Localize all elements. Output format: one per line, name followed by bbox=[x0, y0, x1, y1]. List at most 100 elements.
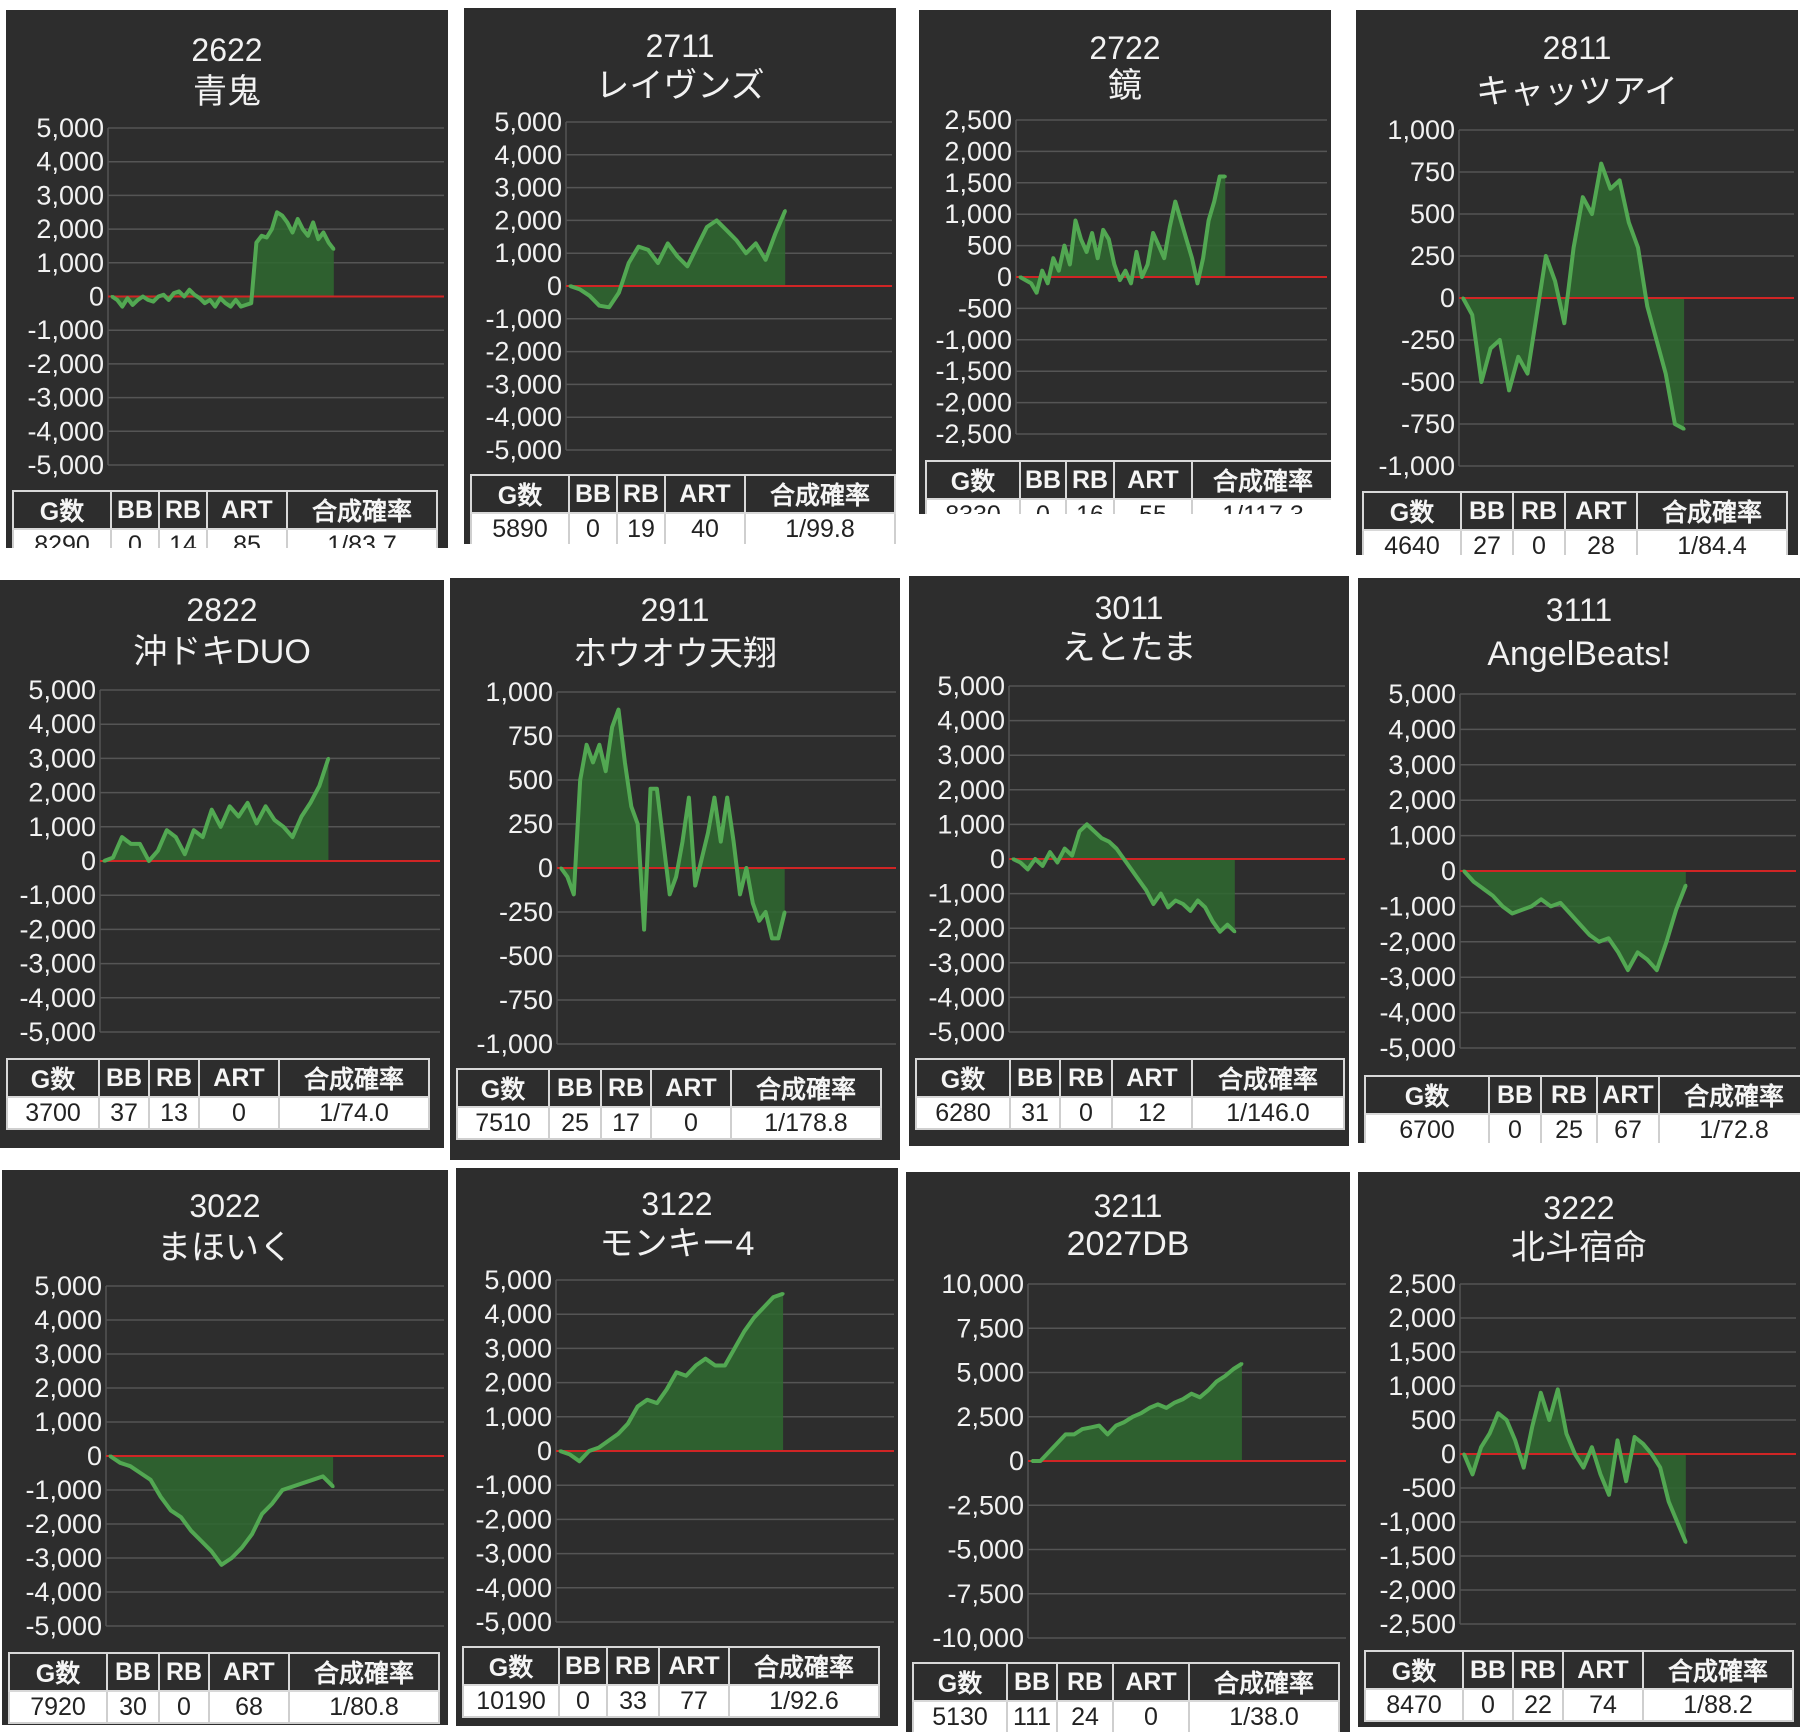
y-tick-label: -5,000 bbox=[19, 1017, 96, 1047]
y-tick-label: 4,000 bbox=[28, 709, 96, 739]
y-tick-label: 2,000 bbox=[944, 136, 1012, 166]
header-games: G数 bbox=[1364, 1075, 1490, 1115]
y-tick-label: -2,000 bbox=[928, 913, 1005, 943]
header-rb: RB bbox=[616, 474, 666, 514]
data-point bbox=[240, 1546, 244, 1550]
y-tick-label: 0 bbox=[81, 846, 96, 876]
header-probability: 合成確率 bbox=[286, 490, 438, 530]
y-tick-label: 250 bbox=[508, 809, 553, 839]
data-point bbox=[1645, 958, 1649, 961]
data-point bbox=[149, 1478, 153, 1482]
machine-panel-3022: 3022 まほいく 5,000 4,000 3,000 2,000 1,000 0 -1,000… bbox=[2, 1170, 448, 1725]
data-point bbox=[1097, 1424, 1101, 1428]
machine-number: 2911 bbox=[640, 592, 710, 628]
data-point bbox=[1535, 313, 1539, 317]
header-games: G数 bbox=[12, 490, 112, 530]
data-point bbox=[1090, 231, 1094, 235]
header-rb: RB bbox=[158, 1652, 210, 1692]
stats-table: G数 BB RB ART 合成確率 10190 0 33 77 1/92.6 bbox=[462, 1646, 880, 1718]
art-value: 55 bbox=[1113, 498, 1193, 514]
data-point bbox=[129, 842, 133, 846]
data-point bbox=[1215, 1379, 1219, 1383]
data-point bbox=[764, 910, 768, 914]
header-bb: BB bbox=[1006, 1662, 1058, 1702]
y-tick-label: -5,000 bbox=[947, 1535, 1024, 1565]
data-point bbox=[165, 828, 169, 832]
data-point bbox=[1516, 355, 1520, 359]
games-value: 5130 bbox=[912, 1700, 1008, 1732]
data-point bbox=[700, 857, 704, 861]
y-tick-label: 1,000 bbox=[484, 1402, 552, 1432]
data-point bbox=[572, 892, 576, 896]
y-tick-label: 2,500 bbox=[956, 1402, 1024, 1432]
header-bb: BB bbox=[558, 1646, 608, 1686]
data-point bbox=[674, 875, 678, 879]
art-value: 0 bbox=[1112, 1700, 1190, 1732]
y-tick-label: -750 bbox=[1401, 409, 1455, 439]
data-point bbox=[1498, 338, 1502, 342]
header-rb: RB bbox=[1540, 1075, 1598, 1115]
data-point bbox=[210, 808, 214, 812]
data-point bbox=[167, 298, 171, 302]
data-point bbox=[1462, 869, 1466, 873]
profit-chart: 5,000 4,000 3,000 2,000 1,000 0 -1,000 -2,000 -3… bbox=[25, 1271, 444, 1641]
bb-value: 0 bbox=[568, 512, 618, 544]
data-point bbox=[1203, 905, 1207, 909]
data-point bbox=[141, 295, 145, 298]
data-point bbox=[627, 261, 631, 265]
y-tick-label: 1,500 bbox=[1388, 1337, 1456, 1367]
profit-chart: 5,000 4,000 3,000 2,000 1,000 0 -1,000 -2,000 -3… bbox=[19, 675, 440, 1047]
header-bb: BB bbox=[1460, 491, 1514, 531]
machine-panel-2622: 2622 青鬼 5,000 4,000 3,000 2,000 1,000 0 -1,000 -2… bbox=[6, 10, 448, 548]
y-tick-label: -1,000 bbox=[1378, 451, 1455, 481]
rb-value: 24 bbox=[1056, 1700, 1114, 1732]
machine-name: 北斗宿命 bbox=[1511, 1229, 1647, 1267]
data-point bbox=[1558, 901, 1562, 905]
data-point bbox=[174, 835, 178, 839]
data-point bbox=[1196, 899, 1200, 902]
machine-number: 2811 bbox=[1542, 30, 1612, 66]
data-point bbox=[649, 787, 652, 791]
y-tick-label: 5,000 bbox=[484, 1265, 552, 1295]
y-tick-label: -250 bbox=[499, 897, 553, 927]
data-point bbox=[1100, 836, 1104, 840]
data-point bbox=[1139, 1411, 1143, 1415]
data-point bbox=[270, 1502, 274, 1506]
data-point bbox=[1190, 256, 1194, 260]
data-point bbox=[1201, 256, 1205, 260]
rb-value: 14 bbox=[158, 528, 208, 548]
data-point bbox=[1636, 950, 1640, 954]
data-point bbox=[275, 210, 279, 214]
machine-number: 3222 bbox=[1543, 1190, 1615, 1226]
y-tick-label: -5,000 bbox=[475, 1607, 552, 1637]
data-point bbox=[280, 214, 284, 218]
data-point bbox=[1223, 175, 1227, 178]
data-point bbox=[762, 1305, 766, 1309]
data-point bbox=[1684, 883, 1688, 887]
machine-panel-3211: 3211 2027DB 10,000 7,500 5,000 2,500 0 -2,500 -5… bbox=[906, 1172, 1350, 1732]
data-point bbox=[209, 1549, 213, 1553]
data-point bbox=[568, 284, 572, 288]
data-point bbox=[237, 815, 241, 818]
area-fill bbox=[1464, 871, 1686, 971]
y-tick-label: 3,000 bbox=[34, 1339, 102, 1369]
data-point bbox=[1530, 1425, 1534, 1429]
data-point bbox=[693, 884, 697, 888]
header-art: ART bbox=[650, 1068, 732, 1108]
series-line bbox=[559, 1291, 784, 1464]
data-point bbox=[220, 1563, 223, 1567]
y-tick-label: 5,000 bbox=[956, 1358, 1024, 1388]
data-point bbox=[1618, 178, 1622, 182]
y-tick-label: -1,000 bbox=[928, 879, 1005, 909]
data-point bbox=[169, 1508, 173, 1512]
data-point bbox=[291, 835, 294, 839]
data-point bbox=[1223, 1374, 1227, 1378]
header-bb: BB bbox=[548, 1068, 602, 1108]
y-tick-label: 2,500 bbox=[944, 105, 1012, 135]
data-point bbox=[1190, 1392, 1193, 1396]
data-point bbox=[260, 234, 264, 238]
data-point bbox=[230, 1556, 234, 1560]
data-point bbox=[308, 801, 312, 805]
data-point bbox=[781, 1292, 785, 1296]
data-point bbox=[1151, 902, 1155, 906]
